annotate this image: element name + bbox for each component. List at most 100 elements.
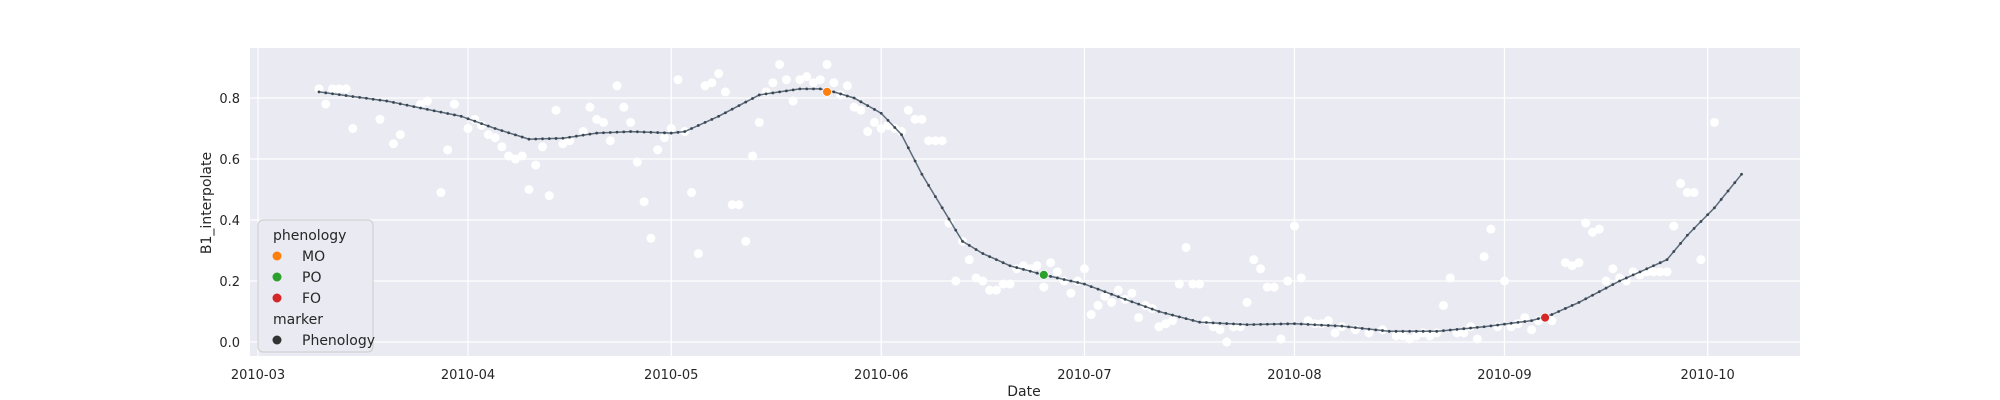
- observation-points: [314, 59, 1719, 347]
- observation-point: [734, 200, 744, 210]
- observation-point: [951, 276, 961, 286]
- interpolated-marker: [1462, 327, 1466, 331]
- interpolated-marker: [1218, 321, 1222, 325]
- observation-point: [768, 78, 778, 88]
- observation-point: [985, 285, 995, 295]
- interpolated-marker: [500, 129, 504, 133]
- interpolated-marker: [690, 127, 693, 130]
- interpolated-marker: [473, 119, 477, 123]
- observation-point: [1364, 328, 1374, 338]
- interpolated-marker: [805, 87, 809, 91]
- observation-point: [1520, 313, 1530, 323]
- interpolated-marker: [1313, 323, 1317, 327]
- interpolated-marker: [920, 172, 924, 176]
- interpolated-marker: [1448, 328, 1452, 332]
- observation-point: [422, 96, 432, 106]
- observation-point: [1066, 288, 1076, 298]
- interpolated-marker: [453, 113, 456, 117]
- observation-point: [612, 81, 622, 91]
- legend-marker: [272, 335, 282, 345]
- observation-point: [781, 75, 791, 85]
- observation-point: [897, 127, 907, 137]
- interpolated-marker: [1740, 172, 1743, 176]
- interpolated-marker: [1658, 261, 1662, 265]
- observation-point: [1506, 322, 1516, 332]
- observation-point: [1425, 331, 1435, 341]
- interpolated-marker: [622, 130, 626, 134]
- observation-point: [436, 188, 446, 198]
- interpolated-marker: [514, 133, 517, 137]
- observation-point: [1662, 267, 1672, 277]
- observation-point: [1472, 334, 1482, 344]
- observation-point: [842, 81, 852, 91]
- interpolated-marker: [764, 92, 768, 96]
- interpolated-marker: [520, 135, 524, 139]
- observation-point: [538, 142, 548, 152]
- plot-area-background: [250, 48, 1800, 356]
- interpolated-marker: [1150, 307, 1154, 311]
- interpolated-marker: [1530, 319, 1533, 323]
- observation-point: [924, 136, 934, 146]
- observation-point: [863, 127, 873, 137]
- interpolated-marker: [1584, 297, 1588, 301]
- interpolated-marker: [818, 87, 822, 91]
- observation-point: [1669, 221, 1679, 231]
- interpolated-marker: [581, 133, 585, 137]
- observation-point: [388, 139, 398, 149]
- interpolated-marker: [866, 104, 870, 108]
- observation-point: [1330, 328, 1340, 338]
- observation-point: [1445, 273, 1455, 283]
- x-tick-label: 2010-06: [854, 368, 908, 383]
- interpolated-marker: [1435, 329, 1439, 333]
- interpolated-marker: [1381, 329, 1384, 332]
- observation-point: [585, 102, 595, 112]
- interpolated-marker: [1503, 322, 1506, 326]
- observation-point: [1005, 279, 1015, 289]
- observation-point: [727, 200, 737, 210]
- interpolated-marker: [845, 94, 849, 98]
- observation-point: [1588, 227, 1598, 237]
- interpolated-marker: [419, 106, 422, 110]
- interpolated-marker: [480, 122, 483, 126]
- interpolated-marker: [1354, 326, 1357, 330]
- observation-point: [748, 151, 758, 161]
- interpolated-marker: [974, 248, 978, 251]
- interpolated-marker: [331, 92, 334, 96]
- interpolated-marker: [1408, 329, 1412, 333]
- interpolated-marker: [879, 111, 883, 115]
- interpolated-marker: [1692, 226, 1696, 230]
- observation-point: [348, 124, 358, 133]
- interpolated-marker: [507, 131, 511, 135]
- observation-point: [1567, 261, 1577, 271]
- interpolated-marker: [1225, 322, 1229, 325]
- observation-point: [754, 117, 764, 127]
- interpolated-line-markers: [317, 87, 1743, 333]
- legend-header: phenology: [273, 228, 346, 244]
- observation-point: [1107, 297, 1117, 307]
- phenology-points: [822, 87, 1550, 323]
- observation-point: [687, 188, 697, 198]
- observation-point: [1269, 282, 1279, 292]
- interpolated-marker: [1469, 326, 1472, 330]
- interpolated-marker: [1171, 313, 1174, 317]
- interpolated-marker: [642, 130, 646, 134]
- interpolated-marker: [1618, 279, 1622, 283]
- observation-point: [605, 136, 615, 146]
- legend-marker: [272, 251, 282, 261]
- interpolated-marker: [1245, 323, 1249, 327]
- interpolated-marker: [839, 92, 842, 96]
- observation-point: [903, 105, 913, 115]
- observation-point: [1452, 328, 1462, 338]
- observation-point: [1113, 285, 1123, 295]
- interpolated-marker: [1733, 181, 1737, 185]
- interpolated-marker: [432, 109, 436, 113]
- observation-point: [1079, 264, 1089, 274]
- interpolated-marker: [751, 97, 754, 100]
- observation-point: [463, 124, 473, 133]
- interpolated-marker: [1096, 287, 1100, 291]
- observation-point: [775, 59, 785, 69]
- observation-point: [1709, 117, 1719, 127]
- interpolated-marker: [906, 146, 910, 150]
- interpolated-marker: [1645, 267, 1649, 271]
- interpolated-marker: [1232, 322, 1235, 326]
